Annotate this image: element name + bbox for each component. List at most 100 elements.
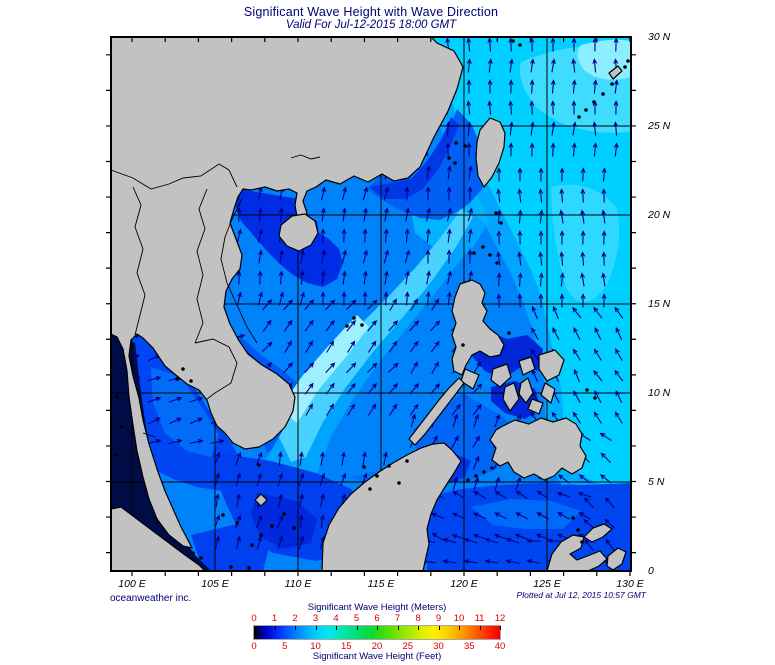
small-island: [494, 211, 498, 215]
page-title: Significant Wave Height with Wave Direct…: [243, 5, 499, 19]
meters-tick-label: 12: [494, 613, 506, 624]
ocean-patch-south-scs-royal-2: [191, 523, 269, 571]
small-island: [119, 425, 123, 429]
small-island: [360, 323, 364, 327]
ocean-patch-streak-mid: [279, 209, 473, 462]
small-island: [454, 141, 458, 145]
land-bohol: [527, 398, 544, 415]
lon-label: 125 E: [533, 578, 561, 590]
small-island: [592, 100, 596, 104]
land-mindoro: [460, 368, 480, 390]
lat-label: 0: [648, 565, 654, 577]
land-leyte: [540, 382, 556, 404]
small-island: [368, 487, 372, 491]
small-island: [601, 92, 605, 96]
land-cebu: [518, 377, 534, 404]
colorbar-tick: [397, 626, 399, 630]
valid-time-subtitle: Valid For Jul-12-2015 18:00 GMT: [285, 19, 457, 31]
small-island: [189, 379, 193, 383]
feet-tick-label: 10: [310, 641, 321, 652]
land-negros: [502, 382, 520, 412]
land-samar: [538, 349, 565, 382]
land-asia-mainland: [111, 37, 464, 549]
small-island: [352, 316, 356, 320]
country-border: [290, 154, 321, 160]
small-island: [490, 466, 494, 470]
small-island: [257, 463, 261, 467]
ocean-patch-natuna-dark: [251, 493, 317, 549]
colorbar-tick: [500, 626, 501, 630]
meters-tick-label: 1: [271, 613, 278, 624]
lon-label: 130 E: [616, 578, 644, 590]
wave-height-map: [106, 36, 636, 576]
ocean-patch-gulf-of-thailand-mid: [151, 367, 219, 457]
small-island: [191, 551, 195, 555]
small-island: [584, 108, 588, 112]
land-masbate: [518, 356, 536, 376]
small-island: [235, 521, 239, 525]
small-island: [229, 565, 233, 569]
meters-tick-label: 3: [312, 613, 319, 624]
colorbar-tick: [315, 626, 317, 630]
legend-colorbar: [253, 625, 501, 640]
small-island: [221, 513, 225, 517]
meters-tick-label: 9: [435, 613, 442, 624]
land-sulawesi: [546, 534, 608, 571]
small-island: [292, 526, 296, 530]
feet-tick-label: 30: [433, 641, 444, 652]
plotted-timestamp: Plotted at Jul 12, 2015 10:57 GMT: [516, 590, 646, 600]
ocean-patch-streak-core: [279, 315, 369, 423]
country-border: [194, 188, 208, 344]
land-okinawa: [608, 65, 623, 80]
land-diamond-islet: [254, 493, 268, 507]
meters-tick-label: 4: [333, 613, 339, 624]
lat-label: 25 N: [648, 120, 671, 132]
lon-label: 105 E: [201, 578, 229, 590]
meters-tick-label: 7: [394, 613, 401, 624]
small-island: [250, 543, 254, 547]
feet-tick-label: 5: [282, 641, 288, 652]
meters-tick-label: 2: [292, 613, 298, 624]
country-border: [111, 163, 238, 190]
small-island: [181, 367, 185, 371]
small-island: [453, 161, 457, 165]
colorbar-tick: [295, 626, 296, 630]
small-island: [447, 156, 451, 160]
small-island: [247, 566, 251, 570]
axis-tick-marks: [106, 37, 636, 576]
country-border: [142, 432, 156, 438]
ocean-patch-celebes-mid: [471, 499, 581, 529]
small-island: [466, 478, 470, 482]
lat-label: 5 N: [648, 476, 665, 488]
small-island: [270, 524, 274, 528]
colorbar-tick: [356, 626, 358, 630]
colorbar-tick: [336, 626, 337, 630]
land-panay: [490, 363, 512, 388]
lat-label: 15 N: [648, 298, 671, 310]
lat-label: 10 N: [648, 387, 671, 399]
small-island: [577, 115, 581, 119]
colorbar-tick: [479, 626, 481, 630]
country-border: [220, 198, 258, 344]
small-island: [610, 82, 614, 86]
lat-label: 30 N: [648, 31, 671, 43]
small-island: [507, 331, 511, 335]
land-hainan: [278, 213, 319, 252]
small-island: [362, 465, 366, 469]
meters-tick-label: 6: [374, 613, 380, 624]
small-island: [571, 516, 575, 520]
small-island: [282, 512, 286, 516]
lat-label: 20 N: [648, 209, 671, 221]
feet-tick-label: 25: [402, 641, 414, 652]
colorbar-tick: [377, 626, 378, 630]
small-island: [623, 65, 627, 69]
feet-tick-label: 35: [463, 641, 475, 652]
colorbar-tick: [274, 626, 276, 630]
small-island: [593, 396, 597, 400]
feet-tick-label: 15: [340, 641, 352, 652]
wave-direction-arrows-east-of-luzon: [496, 167, 607, 308]
land-halmahera: [606, 547, 627, 571]
small-island: [387, 464, 391, 468]
meters-tick-label: 10: [453, 613, 465, 624]
